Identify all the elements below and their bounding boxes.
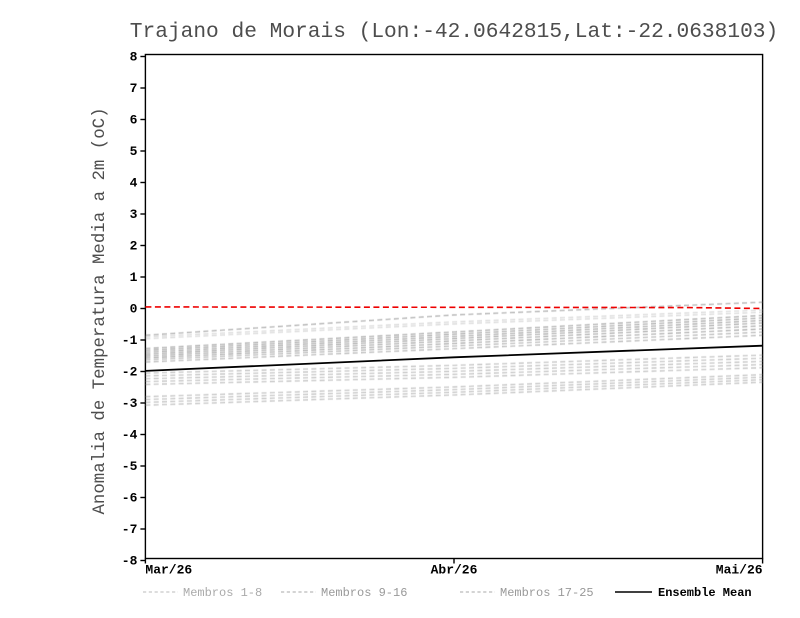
svg-text:Anomalia de Temperatura Media: Anomalia de Temperatura Media a 2m (oC) — [91, 107, 110, 514]
svg-text:Mar/26: Mar/26 — [145, 563, 192, 578]
svg-text:Ensemble Mean: Ensemble Mean — [658, 586, 752, 600]
svg-text:3: 3 — [130, 207, 138, 222]
svg-text:Membros 1-8: Membros 1-8 — [183, 586, 262, 600]
svg-text:-7: -7 — [122, 522, 138, 537]
svg-text:0: 0 — [130, 302, 138, 317]
svg-text:6: 6 — [130, 113, 138, 128]
svg-text:-5: -5 — [122, 459, 138, 474]
svg-text:-2: -2 — [122, 365, 138, 380]
svg-text:5: 5 — [130, 144, 138, 159]
svg-text:-6: -6 — [122, 491, 138, 506]
svg-text:-8: -8 — [122, 554, 138, 569]
svg-text:7: 7 — [130, 81, 138, 96]
svg-text:1: 1 — [130, 270, 138, 285]
svg-text:Abr/26: Abr/26 — [431, 563, 478, 578]
svg-text:Membros 9-16: Membros 9-16 — [321, 586, 407, 600]
svg-text:-4: -4 — [122, 428, 138, 443]
svg-text:Membros 17-25: Membros 17-25 — [500, 586, 594, 600]
svg-text:2: 2 — [130, 239, 138, 254]
svg-text:-3: -3 — [122, 396, 138, 411]
svg-text:Trajano de Morais (Lon:-42.064: Trajano de Morais (Lon:-42.0642815,Lat:-… — [130, 20, 778, 44]
svg-text:8: 8 — [130, 50, 138, 65]
svg-text:4: 4 — [130, 176, 138, 191]
svg-text:Mai/26: Mai/26 — [716, 563, 763, 578]
svg-text:-1: -1 — [122, 333, 138, 348]
